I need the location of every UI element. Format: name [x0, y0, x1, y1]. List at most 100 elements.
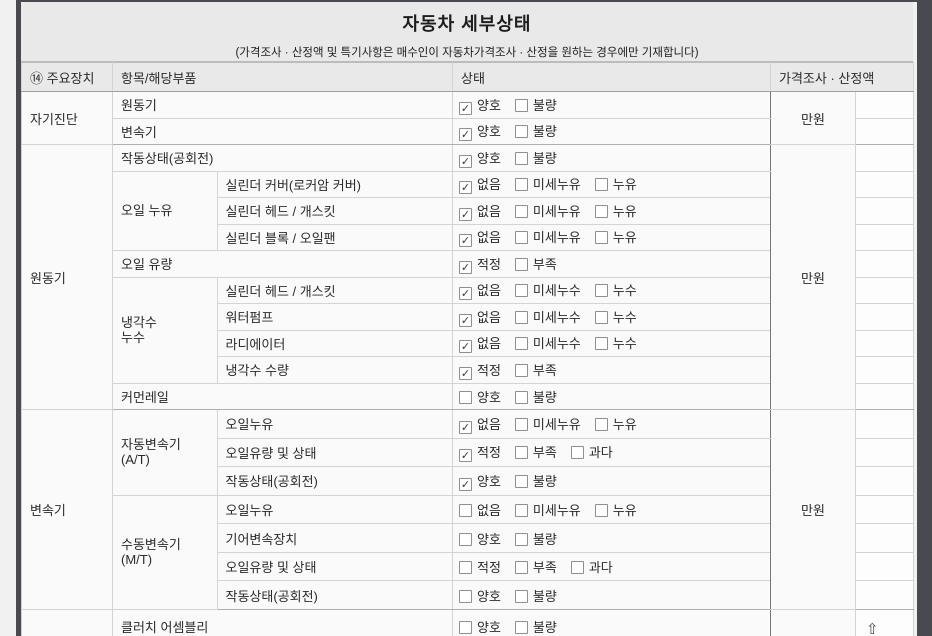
price-input-cell[interactable] [855, 580, 914, 610]
checkbox-checked[interactable]: ✓ [459, 260, 472, 274]
checkbox-unchecked[interactable] [514, 390, 528, 404]
checkbox-unchecked[interactable] [514, 446, 528, 460]
checkbox-unchecked[interactable] [514, 474, 528, 488]
checkbox-unchecked[interactable] [459, 589, 472, 603]
checkbox-unchecked[interactable] [514, 257, 528, 271]
checkbox-unchecked[interactable] [514, 561, 528, 575]
checkbox-unchecked[interactable] [514, 231, 528, 245]
checkbox-unchecked[interactable] [459, 532, 472, 546]
checkbox-unchecked[interactable] [514, 284, 528, 298]
table-row: 냉각수 누수 실린더 헤드 / 개스킷 ✓ 없음 미세누수 누수 [22, 276, 914, 384]
price-input-cell[interactable] [855, 494, 914, 525]
price-input-cell[interactable] [855, 91, 914, 119]
price-input-cell[interactable]: ⇧ [855, 608, 914, 636]
checkbox-unchecked[interactable] [514, 589, 528, 603]
checkbox-checked[interactable]: ✓ [459, 313, 472, 327]
status-cell: ✓ 양호 불량 [452, 117, 771, 145]
checkbox-unchecked[interactable] [594, 417, 608, 431]
checkbox-unchecked[interactable] [459, 620, 472, 634]
status-option: 누유 [594, 414, 637, 433]
checkbox-label: 불량 [532, 531, 557, 547]
price-input-cell[interactable] [855, 117, 914, 145]
checkbox-unchecked[interactable] [594, 231, 608, 245]
checkbox-label: 누수 [612, 309, 637, 325]
checkbox-label: 미세누수 [532, 336, 581, 352]
checkbox-unchecked[interactable] [514, 178, 528, 192]
checkbox-unchecked[interactable] [459, 390, 472, 404]
price-input-cell[interactable] [855, 197, 914, 225]
checkbox-unchecked[interactable] [514, 337, 528, 351]
table-row: 변속기 자동변속기 (A/T) 오일누유 ✓ 없음 미세누유 누유 만원 [21, 409, 914, 610]
table-row: 실린더 블록 / 오일팬 ✓ 없음 미세누유 누유 [22, 223, 914, 251]
price-input-cell[interactable] [855, 382, 914, 410]
checkbox-unchecked[interactable] [594, 204, 608, 218]
checkbox-checked[interactable]: ✓ [459, 477, 472, 491]
item-cell: 변속기 [112, 117, 453, 145]
checkbox-unchecked[interactable] [514, 532, 528, 546]
checkbox-unchecked[interactable] [594, 503, 608, 517]
price-input-cell[interactable] [855, 551, 914, 582]
checkbox-checked[interactable]: ✓ [459, 234, 472, 248]
price-input-cell[interactable] [855, 356, 914, 384]
checkbox-checked[interactable]: ✓ [459, 420, 472, 434]
table-row: 자기진단 원동기 ✓ 양호 불량 만원 [21, 91, 914, 145]
status-option: 누유 [594, 201, 637, 220]
checkbox-unchecked[interactable] [514, 310, 528, 324]
checkbox-unchecked[interactable] [514, 125, 528, 139]
price-input-cell[interactable] [855, 276, 914, 304]
checkbox-label: 미세누수 [532, 309, 581, 325]
status-option: ✓ 없음 [459, 280, 501, 301]
item-cell: 커먼레일 [112, 382, 453, 410]
price-input-cell[interactable] [855, 250, 914, 278]
status-option: 불량 [514, 529, 557, 548]
checkbox-label: 누유 [612, 502, 637, 518]
price-input-cell[interactable] [855, 329, 914, 357]
checkbox-unchecked[interactable] [594, 284, 608, 298]
checkbox-checked[interactable]: ✓ [459, 287, 472, 301]
table-row: 원동기 작동상태(공회전) ✓ 양호 불량 만원 [21, 144, 914, 410]
price-input-cell[interactable] [855, 144, 914, 172]
table-row: 변속기 ✓ 양호 불량 [22, 117, 914, 145]
checkbox-label: 양호 [477, 531, 501, 547]
checkbox-unchecked[interactable] [570, 561, 584, 575]
device-group-cell: 변속기 [21, 409, 113, 610]
checkbox-unchecked[interactable] [514, 151, 528, 165]
checkbox-unchecked[interactable] [514, 417, 528, 431]
checkbox-label: 없음 [477, 336, 501, 352]
price-input-cell[interactable] [855, 523, 914, 553]
checkbox-unchecked[interactable] [594, 310, 608, 324]
table-row: 작동상태(공회전) ✓ 양호 불량 [22, 466, 914, 496]
price-input-cell[interactable] [855, 409, 914, 439]
status-cell: ✓ 없음 미세누유 누유 [452, 223, 771, 251]
checkbox-checked[interactable]: ✓ [459, 154, 472, 168]
price-input-cell[interactable] [855, 223, 914, 251]
checkbox-unchecked[interactable] [459, 561, 472, 575]
checkbox-unchecked[interactable] [459, 503, 472, 517]
checkbox-checked[interactable]: ✓ [459, 449, 472, 463]
checkbox-checked[interactable]: ✓ [459, 181, 472, 195]
price-unit-cell: 만원 [770, 409, 856, 610]
checkbox-label: 양호 [477, 150, 501, 166]
status-option: ✓ 적정 [459, 254, 501, 274]
price-input-cell[interactable] [855, 437, 914, 468]
checkbox-unchecked[interactable] [514, 98, 528, 112]
checkbox-label: 양호 [477, 389, 501, 405]
checkbox-unchecked[interactable] [514, 363, 528, 377]
checkbox-checked[interactable]: ✓ [459, 366, 472, 380]
checkbox-checked[interactable]: ✓ [459, 207, 472, 221]
checkbox-unchecked[interactable] [514, 503, 528, 517]
checkbox-unchecked[interactable] [570, 446, 584, 460]
checkbox-unchecked[interactable] [514, 204, 528, 218]
status-option: 누수 [594, 307, 637, 326]
price-input-cell[interactable] [855, 303, 914, 331]
checkbox-unchecked[interactable] [514, 620, 528, 634]
checkbox-unchecked[interactable] [594, 178, 608, 192]
checkbox-checked[interactable]: ✓ [459, 340, 472, 354]
price-input-cell[interactable] [855, 466, 914, 496]
price-unit-cell [770, 608, 856, 636]
checkbox-checked[interactable]: ✓ [459, 101, 472, 115]
device-group-cell: 자기진단 [21, 91, 113, 145]
checkbox-checked[interactable]: ✓ [459, 128, 472, 142]
price-input-cell[interactable] [855, 170, 914, 198]
checkbox-unchecked[interactable] [594, 337, 608, 351]
